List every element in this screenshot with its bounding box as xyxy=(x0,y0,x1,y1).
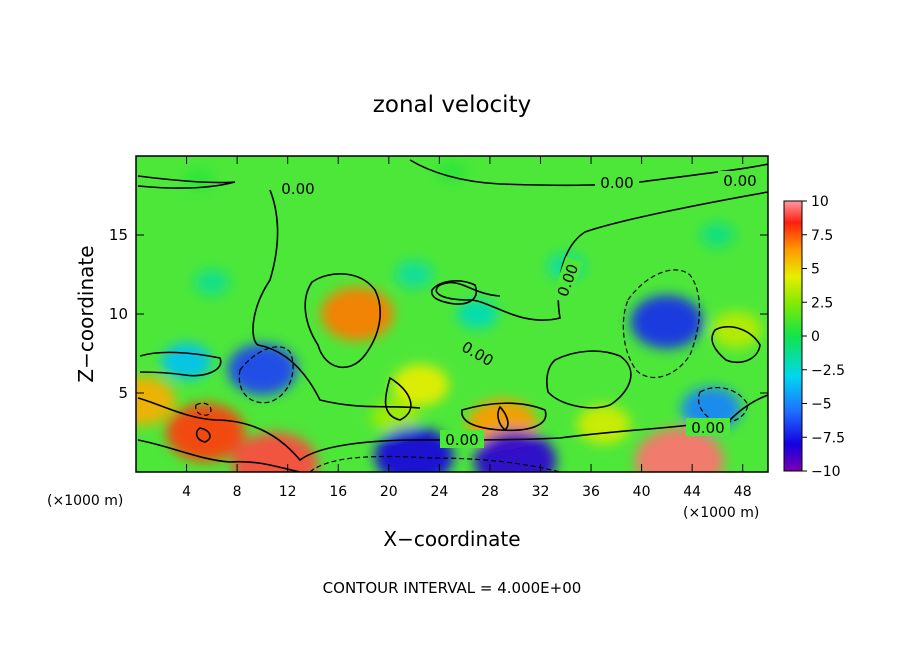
velocity-cell xyxy=(436,160,468,183)
y-axis: 5 10 15 xyxy=(109,226,768,402)
contour-line xyxy=(497,405,509,432)
contour-line xyxy=(546,350,632,409)
chart-title: zonal velocity xyxy=(373,92,531,118)
x-tick-label: 8 xyxy=(233,484,242,500)
x-tick-label: 36 xyxy=(582,484,600,500)
contour-line xyxy=(137,439,301,472)
contour-label: 0.00 xyxy=(718,171,762,190)
svg-text:0.00: 0.00 xyxy=(723,172,756,190)
x-tick-label: 16 xyxy=(329,484,347,500)
x-tick-label: 20 xyxy=(380,484,398,500)
y-tick-label: 5 xyxy=(118,384,128,402)
x-unit-left: (×1000 m) xyxy=(47,493,123,509)
contour-label: 0.00 xyxy=(595,173,639,192)
x-tick-label: 12 xyxy=(279,484,297,500)
contour-line xyxy=(304,273,381,369)
x-tick-label: 4 xyxy=(182,484,191,500)
velocity-cell xyxy=(374,427,454,472)
contour-line-dashed xyxy=(309,455,561,472)
contour-line xyxy=(461,402,547,432)
contour-line-dashed xyxy=(238,346,294,404)
colorbar-tick-label: 0 xyxy=(811,329,820,345)
x-tick-label: 24 xyxy=(430,484,448,500)
velocity-cell xyxy=(711,311,762,349)
velocity-cell xyxy=(700,222,735,248)
plot-area: 0.00 0.00 0.00 0.00 0.00 0.00 0.00 xyxy=(136,156,768,472)
contour-line xyxy=(384,376,412,421)
colorbar-tick-label: 2.5 xyxy=(811,295,833,311)
velocity-cell xyxy=(165,403,246,462)
velocity-cell xyxy=(395,260,433,289)
colorbar-tick-label: 5 xyxy=(811,262,820,278)
velocity-cell xyxy=(474,430,557,472)
colorbar-tick-label: −5 xyxy=(811,397,832,413)
x-tick-label: 48 xyxy=(734,484,752,500)
velocity-cell xyxy=(320,287,394,341)
velocity-cell xyxy=(371,399,419,434)
x-axis-label: X−coordinate xyxy=(383,527,520,551)
contour-line xyxy=(137,175,236,189)
x-tick-label: 28 xyxy=(481,484,499,500)
contour-line xyxy=(435,191,768,321)
velocity-cell xyxy=(232,432,318,472)
x-tick-label: 40 xyxy=(633,484,651,500)
x-tick-label: 32 xyxy=(532,484,550,500)
velocity-cell xyxy=(183,168,215,191)
colorbar-tick-label: −2.5 xyxy=(811,363,845,379)
svg-text:0.00: 0.00 xyxy=(691,419,724,437)
contour-line xyxy=(195,427,211,443)
velocity-cell xyxy=(194,269,230,296)
y-tick-label: 15 xyxy=(109,226,128,244)
velocity-cell xyxy=(635,428,724,472)
contour-interval-footer: CONTOUR INTERVAL = 4.000E+00 xyxy=(323,579,582,597)
colorbar-ticks: 10 7.5 5 2.5 0 −2.5 −5 −7.5 −10 xyxy=(802,194,845,480)
y-axis-label: Z−coordinate xyxy=(74,245,98,382)
velocity-cell xyxy=(456,299,498,329)
colorbar-tick-label: 10 xyxy=(811,194,829,210)
contour-line-dashed xyxy=(622,269,700,379)
contour-line-dashed xyxy=(697,387,749,423)
contour-line xyxy=(711,326,761,364)
y-tick-label: 10 xyxy=(109,305,128,323)
svg-text:0.00: 0.00 xyxy=(281,180,314,198)
velocity-cell xyxy=(136,376,176,426)
contour-label: 0.00 xyxy=(276,179,320,198)
velocity-cell xyxy=(227,343,298,395)
svg-text:0.00: 0.00 xyxy=(600,174,633,192)
negative-contours xyxy=(195,269,749,472)
x-tick-label: 44 xyxy=(683,484,701,500)
contour-line xyxy=(139,351,222,377)
velocity-cell xyxy=(392,364,449,406)
svg-text:0.00: 0.00 xyxy=(445,431,478,449)
contour-label: 0.00 xyxy=(686,418,730,437)
velocity-cell xyxy=(576,405,631,445)
x-unit-right: (×1000 m) xyxy=(683,505,759,521)
colorbar-tick-label: −10 xyxy=(811,464,841,480)
x-axis: 4 8 12 16 20 24 28 32 36 40 44 48 xyxy=(182,156,752,500)
colorbar xyxy=(783,200,803,472)
colorbar-tick-label: 7.5 xyxy=(811,228,833,244)
contour-line xyxy=(252,189,421,409)
contour-line xyxy=(431,280,477,305)
colorbar-tick-label: −7.5 xyxy=(811,430,845,446)
contour-label: 0.00 xyxy=(440,430,484,449)
velocity-cell xyxy=(630,295,704,349)
